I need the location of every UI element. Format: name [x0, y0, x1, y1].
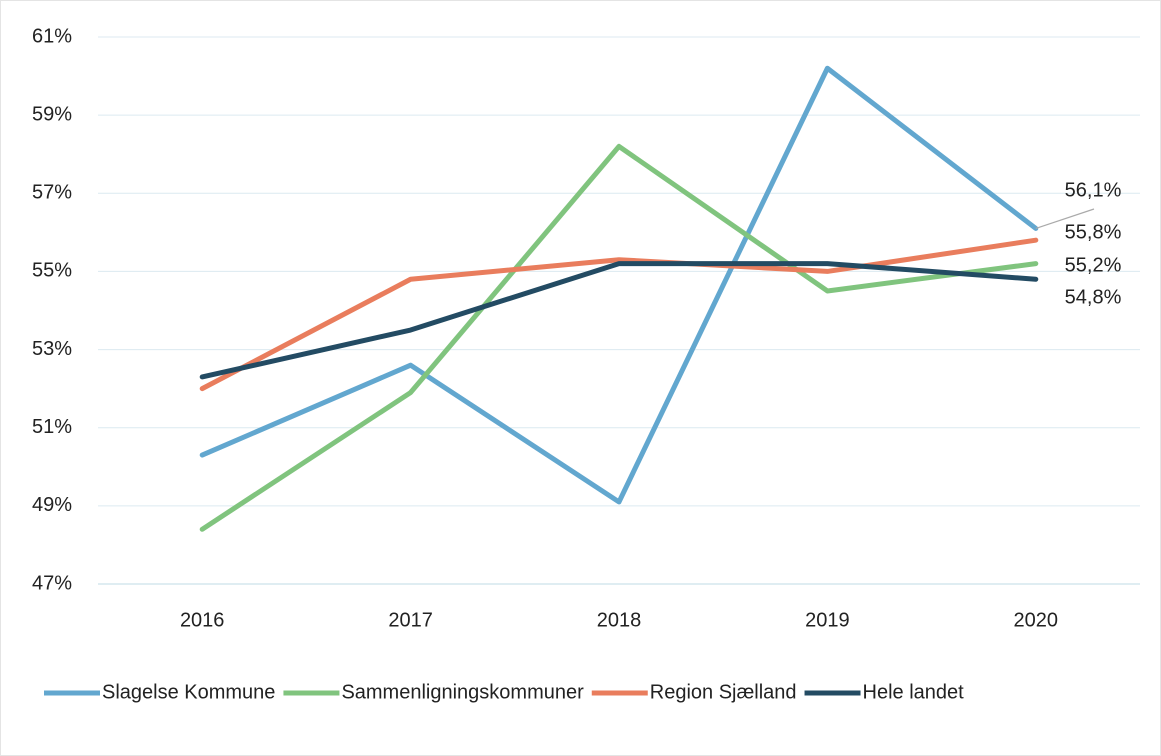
data-label: 55,2%: [1065, 254, 1122, 276]
data-label: 54,8%: [1065, 286, 1122, 308]
legend-label: Sammenligningskommuner: [341, 681, 584, 703]
x-tick-label: 2018: [597, 609, 642, 631]
series-line: [199, 65, 1039, 505]
data-label: 55,8%: [1065, 221, 1122, 243]
y-tick-label: 47%: [32, 572, 72, 594]
y-tick-label: 61%: [32, 25, 72, 47]
legend-label: Hele landet: [863, 681, 965, 703]
y-tick-label: 51%: [32, 416, 72, 438]
y-tick-label: 55%: [32, 260, 72, 282]
series-line: [199, 237, 1039, 392]
series-line: [199, 143, 1039, 532]
x-tick-label: 2017: [388, 609, 433, 631]
y-tick-label: 57%: [32, 182, 72, 204]
leader-line: [1035, 208, 1095, 230]
y-tick-label: 49%: [32, 494, 72, 516]
legend-label: Region Sjælland: [650, 681, 797, 703]
data-label: 56,1%: [1065, 179, 1122, 201]
legend-label: Slagelse Kommune: [102, 681, 275, 703]
x-tick-label: 2020: [1014, 609, 1059, 631]
x-tick-label: 2019: [805, 609, 850, 631]
x-tick-label: 2016: [180, 609, 225, 631]
series-line: [199, 261, 1039, 380]
y-tick-label: 59%: [32, 103, 72, 125]
y-tick-label: 53%: [32, 338, 72, 360]
